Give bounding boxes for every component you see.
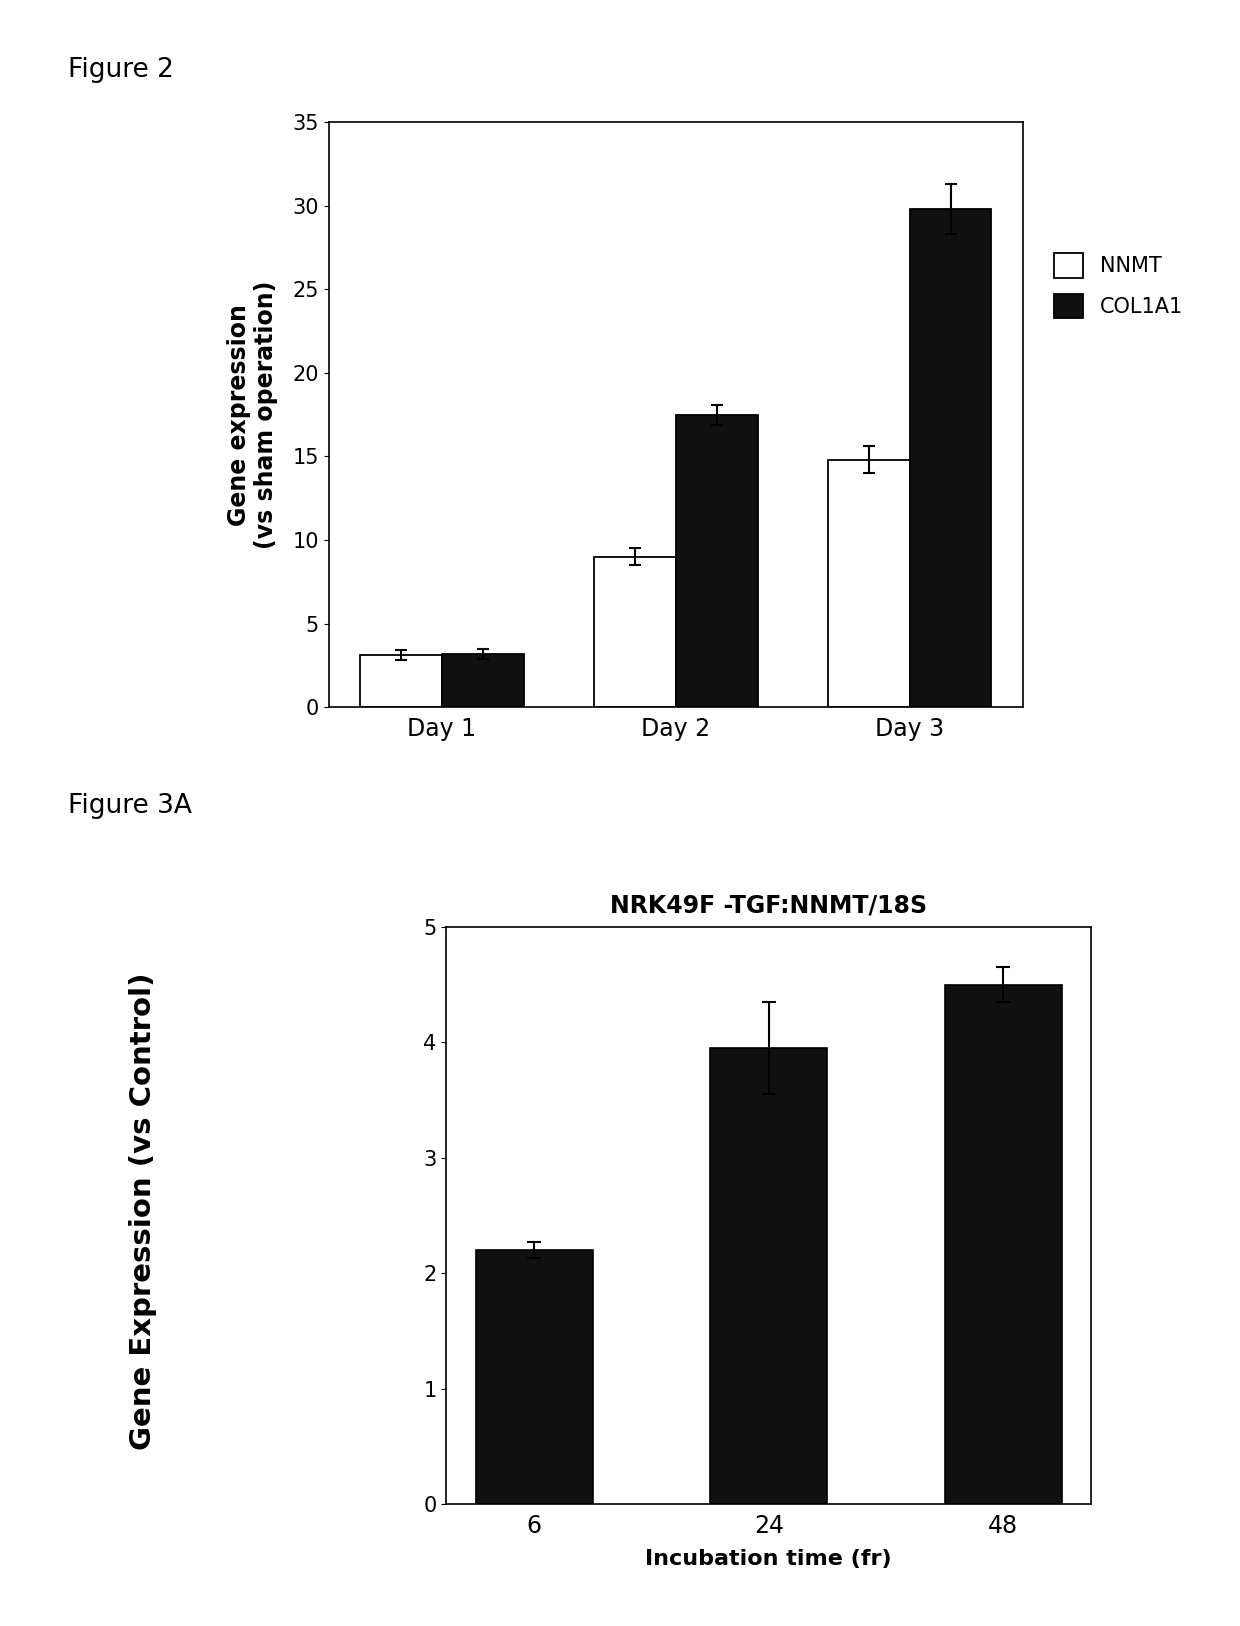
Bar bbox=[476, 1250, 593, 1504]
Bar bbox=[711, 1049, 827, 1504]
Y-axis label: Gene expression
(vs sham operation): Gene expression (vs sham operation) bbox=[227, 280, 279, 550]
Text: Gene Expression (vs Control): Gene Expression (vs Control) bbox=[129, 972, 156, 1450]
Legend: NNMT, COL1A1: NNMT, COL1A1 bbox=[1054, 254, 1183, 319]
Bar bbox=[945, 984, 1061, 1504]
Bar bbox=[360, 655, 441, 707]
Text: Figure 3A: Figure 3A bbox=[68, 793, 192, 820]
Bar bbox=[441, 654, 523, 707]
Bar bbox=[828, 460, 910, 707]
Bar bbox=[910, 208, 992, 707]
X-axis label: Incubation time (fr): Incubation time (fr) bbox=[646, 1550, 892, 1569]
Text: Figure 2: Figure 2 bbox=[68, 57, 174, 83]
Title: NRK49F -TGF:NNMT/18S: NRK49F -TGF:NNMT/18S bbox=[610, 894, 928, 919]
Bar bbox=[676, 415, 758, 707]
Bar bbox=[594, 556, 676, 707]
